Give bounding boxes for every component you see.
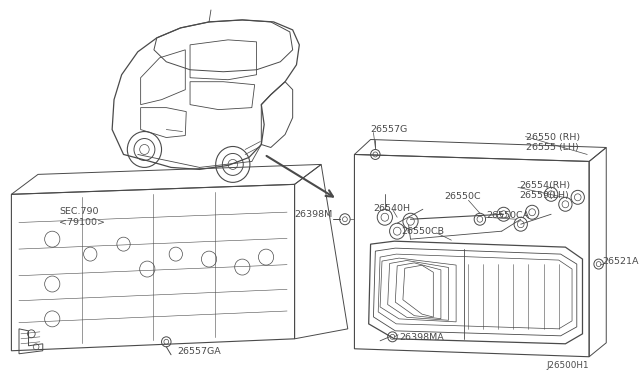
Text: SEC.790
<79100>: SEC.790 <79100> [59,207,105,227]
Text: 26550CA: 26550CA [486,211,530,220]
Text: 26550CB: 26550CB [401,227,444,236]
Text: 26540H: 26540H [374,204,410,213]
Text: 26398M: 26398M [294,210,333,219]
Text: 26554(RH): 26554(RH) [519,182,570,190]
Text: 26521A: 26521A [602,257,639,266]
Text: 26557G: 26557G [371,125,408,134]
Text: 26559(LH): 26559(LH) [519,191,568,201]
Text: 26557GA: 26557GA [178,347,221,356]
Text: 26398MA: 26398MA [399,333,444,342]
Text: 26550 (RH): 26550 (RH) [527,132,580,141]
Text: J26500H1: J26500H1 [547,361,589,370]
Text: 26555 (LH): 26555 (LH) [527,142,579,151]
Text: 26550C: 26550C [445,192,481,201]
